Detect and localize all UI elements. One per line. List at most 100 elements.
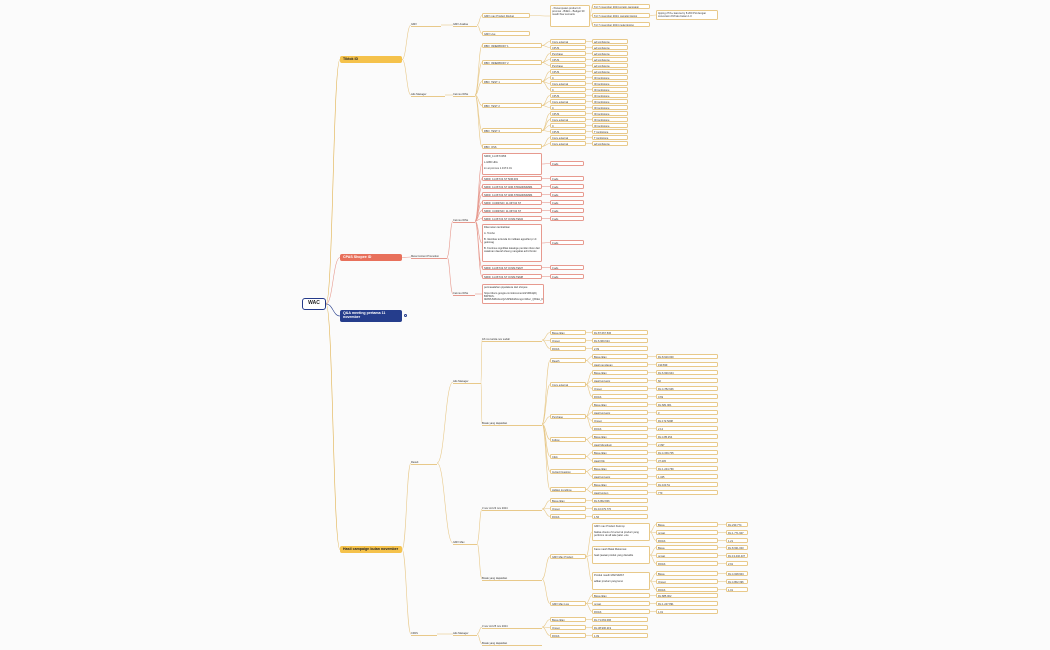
node-gmv-max-product[interactable]: GMV max Product Rocket [482, 13, 530, 18]
node-metric-label: omset [592, 601, 650, 606]
node-result[interactable]: Result [411, 461, 437, 465]
node-gmv-max-live[interactable]: GMV Max Live [550, 601, 586, 606]
connector [446, 220, 454, 258]
connector [541, 163, 551, 165]
node-metric-value: 770 [656, 490, 718, 495]
connector [541, 626, 551, 636]
node-metric-value: ad tombstone [592, 39, 628, 44]
node-ads-manager[interactable]: Ads Manager [453, 632, 477, 636]
connector [649, 531, 657, 541]
node-cpas-note-link[interactable]: permasalahan pipelakera dari shopee http… [482, 284, 544, 304]
node-gmv-max-product[interactable]: GMV Max Product [550, 554, 586, 559]
node-objective-group[interactable]: Conv external [550, 382, 586, 387]
node-campaign[interactable]: RBO_OSS [482, 144, 542, 149]
node-campaign[interactable]: RBO_TEST 1 [482, 79, 542, 84]
node-objective-group[interactable]: Invited Question [550, 469, 586, 474]
node-metric-label: ROAS [592, 609, 650, 614]
node-metric-label: CPUS [550, 57, 586, 62]
node-metric-value: Rp 230.774 [726, 522, 748, 527]
node-cpas-row[interactable]: NMID_CURR MO_11.06T.04 ST [482, 208, 542, 213]
connector [476, 24, 483, 34]
node-campaign[interactable]: RBO_INNERBODY 1 [482, 43, 542, 48]
node-metric-label: Purchase [550, 63, 586, 68]
node-metric-value: 1.21 [726, 538, 748, 543]
node-metric-value: ID tombstone [592, 81, 628, 86]
root-node[interactable]: WAC [302, 298, 326, 310]
node-ads-count: 0 ads [550, 265, 584, 270]
node-cpas-result[interactable]: CPAS [411, 632, 437, 636]
node-gmv-max[interactable]: GMV Max [453, 541, 477, 545]
connector [541, 62, 551, 66]
node-metric-value: ad tombstone [592, 69, 628, 74]
node-meta-content[interactable]: Meta Content Promotion [411, 255, 447, 259]
node-metric-value: Rp 6.930.944 [656, 370, 718, 375]
node-gmv[interactable]: GMV [411, 23, 441, 27]
node-metric-label: Conv external [550, 135, 586, 140]
node-cek-ads[interactable]: Cek isu IDNs [453, 93, 475, 97]
node-metric-label: ROAS [550, 633, 586, 638]
node-cpas-row[interactable]: NMID_11.06T.04 ST Ol.NM.TEM8 [482, 274, 542, 279]
node-cpas-row[interactable]: NMID_11.06T.04 ST Ol.NM.TEM7 [482, 265, 542, 270]
connector [480, 381, 483, 425]
node-breakdown[interactable]: Break yang dapatdian [482, 642, 542, 646]
node-cek-ads[interactable]: Cek isu IDNs [453, 219, 475, 223]
node-date-range[interactable]: 18 nov kelola nov sudah [482, 338, 542, 342]
node-objective-group[interactable]: Click [550, 454, 586, 459]
node-metric-value: ID tombstone [592, 117, 628, 122]
node-metric-label: Hasil konten [592, 490, 648, 495]
node-ads-count: 0 ads [550, 208, 584, 213]
connector [541, 105, 551, 108]
node-objective-group[interactable]: Hidden trendtime [550, 487, 586, 492]
node-metric-value: ID tombstone [592, 111, 628, 116]
node-metric-value: 60 [656, 378, 718, 383]
connector [541, 143, 551, 147]
node-campaign[interactable]: RBO_TEST 2 [482, 103, 542, 108]
branch-tiktok-id[interactable]: Tiktok ID [340, 56, 402, 63]
node-campaign[interactable]: RBO_INNERBODY 2 [482, 60, 542, 65]
node-ads-manager[interactable]: Ads Manager [453, 380, 481, 384]
node-metric-value: T tombstone [592, 129, 628, 134]
node-metric-label: Omset [592, 386, 648, 391]
branch-cpas-shopee-id[interactable]: CPAS Shopee ID [340, 254, 402, 261]
node-cpas-row[interactable]: NMID_11.06T.04 ST 50M.003 [482, 176, 542, 181]
branch-qa-meeting[interactable]: Q&A meeting pertama 11 november [340, 310, 402, 322]
node-metric-value: Rp 10.079.770 [592, 506, 648, 511]
node-date-range[interactable]: 3 nov s/d 25 nov 2024 [482, 625, 542, 629]
node-gmv-far-note: tipping 27rb+ karena by 8.200 PH dengan … [656, 10, 718, 20]
node-metric-value: ad tombstone [592, 51, 628, 56]
node-gmv-analisa[interactable]: GMV Analisa [453, 23, 477, 27]
node-metric-label: Omset [550, 625, 586, 630]
node-campaign[interactable]: RBO_TEST 3 [482, 128, 542, 133]
node-objective-group[interactable]: Reach [550, 358, 586, 363]
node-gmv-note: Tgl 7 november 2024, camelio tipping [592, 13, 650, 18]
node-objective-group[interactable]: Purchase [550, 414, 586, 419]
node-cpas-row[interactable]: NMID_11.06T.04 ST Ol.NM.TEM4 [482, 216, 542, 221]
node-gmv-live[interactable]: GMV Live [482, 31, 530, 36]
node-metric-label: Conv external [550, 117, 586, 122]
node-metric-label: Biaya [656, 571, 718, 576]
collapse-toggle-icon[interactable] [404, 314, 407, 317]
node-metric-label: Biaya [656, 545, 718, 550]
connector [541, 81, 551, 90]
connector [474, 218, 483, 222]
node-cek-isu[interactable]: Cek isu IDNs [453, 292, 475, 296]
node-metric-label: CPUS [550, 69, 586, 74]
node-breakdown[interactable]: Break yang dapatdian [482, 577, 542, 581]
connector [541, 384, 551, 425]
node-cpas-row[interactable]: NMID_11.06T.04 ST 40M.STRADDMMM4 [482, 184, 542, 189]
node-objective-group[interactable]: Follow [550, 437, 586, 442]
branch-hasil-campaign-november[interactable]: Hasil campaign bulan november [340, 546, 402, 553]
node-metric-label: Hasil Klik [592, 458, 648, 463]
node-metric-value: ID tombstone [592, 87, 628, 92]
node-cpas-row[interactable]: NMID_CURR MO_11.06T.04 ST [482, 200, 542, 205]
node-breakdown[interactable]: Break yang dapatdian [482, 422, 542, 426]
node-metric-label: CPUS [550, 45, 586, 50]
node-cpas-row[interactable]: NMID_11.06T.04 ST 40M.STRADDMMM4 [482, 192, 542, 197]
connector [474, 178, 483, 222]
connector [401, 24, 412, 60]
node-metric-value: Rp 4.782.946 [656, 386, 718, 391]
node-ads-manager[interactable]: Ads Manager [411, 93, 445, 97]
connector [474, 81, 483, 96]
node-date-range[interactable]: 3 nov s/d 23 nov 2024 [482, 507, 542, 511]
